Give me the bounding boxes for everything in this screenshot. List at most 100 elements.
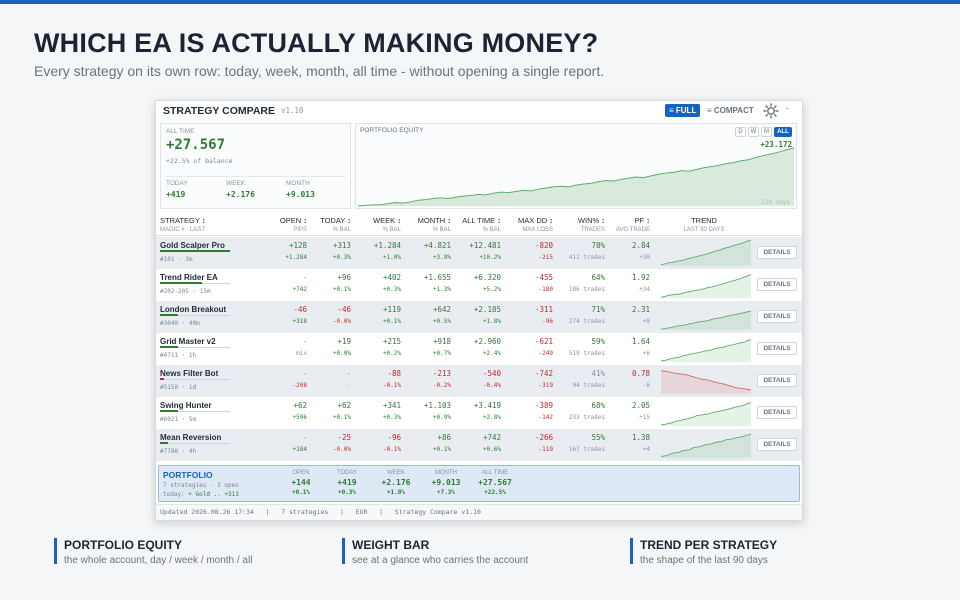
pf-cell: 2.84 +30: [631, 241, 650, 261]
week-cell: +119 +0.1%: [382, 305, 401, 325]
pf-cell: 2.31 +8: [631, 305, 650, 325]
month-cell: +918 +0.7%: [432, 337, 451, 357]
win-cell: 41% 94 trades: [572, 369, 605, 389]
col-open[interactable]: OPEN ↕ PIPS: [279, 216, 307, 233]
maxdd-cell: -389 -142: [534, 401, 553, 421]
equity-curve: [357, 147, 795, 207]
col-strategy[interactable]: STRATEGY ↕ MAGIC # · LAST: [160, 216, 206, 233]
compact-view-button[interactable]: ≡ COMPACT: [707, 106, 754, 115]
summary-month-value: +9.013: [286, 190, 315, 199]
details-button[interactable]: DETAILS: [757, 342, 797, 355]
weight-bar-fill: [160, 378, 164, 380]
panel-version: v1.10: [281, 106, 304, 115]
strategy-magic: #3040 · 40m: [160, 320, 200, 327]
sparkline-area: [661, 370, 751, 394]
equity-tab-all[interactable]: ALL: [774, 127, 792, 137]
weight-bar: [160, 250, 230, 252]
portfolio-month: MONTH +9.013 +7.3%: [431, 470, 461, 496]
weight-bar-fill: [160, 250, 230, 252]
maxdd-cell: -621 -249: [534, 337, 553, 357]
col-trend: TREND LAST 90 DAYS: [683, 216, 725, 233]
details-button[interactable]: DETAILS: [757, 438, 797, 451]
table-row[interactable]: News Filter Bot #5150 · 1d - -208 - - -88 -0.1%…: [156, 365, 802, 397]
table-row[interactable]: Trend Rider EA #202-205 · 15m - +742 +96 +0.1…: [156, 269, 802, 301]
details-button[interactable]: DETAILS: [757, 246, 797, 259]
open-cell: - +742: [292, 273, 307, 293]
portfolio-open: OPEN +144 +0.1%: [291, 470, 311, 496]
today-cell: +96 +0.1%: [332, 273, 351, 293]
sparkline-line: [660, 339, 752, 362]
equity-label: PORTFOLIO EQUITY: [360, 127, 424, 134]
week-cell: -96 -0.1%: [382, 433, 401, 453]
panel-title: STRATEGY COMPARE: [163, 105, 276, 117]
weight-bar: [160, 282, 230, 284]
strategy-name: Grid Master v2: [160, 337, 216, 346]
table-row[interactable]: Gold Scalper Pro #101 · 3m +128 +1.284 +313 +…: [156, 237, 802, 269]
details-button[interactable]: DETAILS: [757, 310, 797, 323]
portfolio-count: 7 strategies · 3 open: [163, 482, 239, 489]
page-subheadline: Every strategy on its own row: today, we…: [34, 63, 605, 79]
col-alltime[interactable]: ALL TIME ↕% BAL: [462, 216, 501, 233]
today-cell: -46 -0.0%: [332, 305, 351, 325]
today-cell: --: [346, 369, 351, 389]
summary-today-value: +419: [166, 190, 186, 199]
summary-week-value: +2.176: [226, 190, 255, 199]
theme-toggle-icon[interactable]: [763, 103, 779, 119]
sparkline-line: [660, 239, 752, 266]
maxdd-cell: -266 -119: [534, 433, 553, 453]
table-row[interactable]: London Breakout #3040 · 40m -46 +318 -46 -0.0…: [156, 301, 802, 333]
equity-tab-m[interactable]: M: [761, 127, 772, 137]
full-view-button[interactable]: ≡ FULL: [665, 104, 701, 117]
strategy-compare-panel: STRATEGY COMPARE v1.10 ≡ FULL ≡ COMPACT …: [155, 100, 803, 520]
col-today[interactable]: TODAY ↕% BAL: [320, 216, 351, 233]
details-button[interactable]: DETAILS: [757, 374, 797, 387]
callout-weight-bar: WEIGHT BAR see at a glance who carries t…: [342, 538, 529, 566]
strategy-magic: #4711 · 1h: [160, 352, 197, 359]
summary-week-label: WEEK: [226, 180, 246, 187]
summary-month: MONTH +9.013: [286, 180, 315, 199]
strategy-name: London Breakout: [160, 305, 227, 314]
win-cell: 55% 167 trades: [568, 433, 605, 453]
trend-sparkline: [660, 402, 752, 426]
col-week[interactable]: WEEK ↕% BAL: [373, 216, 401, 233]
maxdd-cell: -820 -215: [534, 241, 553, 261]
col-maxdd[interactable]: MAX DD ↕ MAX LOSS: [517, 216, 553, 233]
pf-cell: 1.64 +6: [631, 337, 650, 357]
table-row[interactable]: Swing Hunter #6021 · 5m +62 +596 +62 +0.1% +34…: [156, 397, 802, 429]
win-cell: 71% 274 trades: [568, 305, 605, 325]
col-month[interactable]: MONTH ↕% BAL: [417, 216, 451, 233]
alltime-cell: +2.960 +2.4%: [473, 337, 501, 357]
table-row[interactable]: Mean Reversion #7788 · 4h - +184 -25 -0.0% -96…: [156, 429, 802, 461]
win-cell: 64% 186 trades: [568, 273, 605, 293]
pf-cell: 0.78 -6: [631, 369, 650, 389]
portfolio-today-detail: today: + Gold .. +313: [163, 491, 239, 498]
alltime-cell: -540 -0.4%: [482, 369, 501, 389]
all-time-summary: ALL TIME +27.567 +22.5% of balance TODAY…: [160, 123, 351, 209]
equity-current-value: +23.172: [760, 140, 792, 149]
strategy-name: Swing Hunter: [160, 401, 212, 410]
equity-tab-d[interactable]: D: [735, 127, 746, 137]
equity-area: [358, 148, 794, 206]
details-button[interactable]: DETAILS: [757, 406, 797, 419]
portfolio-title: PORTFOLIO: [163, 470, 213, 480]
sparkline-line: [660, 274, 752, 298]
strategy-name: Mean Reversion: [160, 433, 222, 442]
table-row[interactable]: Grid Master v2 #4711 · 1h - mix +19 +0.0% +215…: [156, 333, 802, 365]
col-pf[interactable]: PF ↕ AVG TRADE: [615, 216, 650, 233]
callout-desc: see at a glance who carries the account: [352, 555, 529, 566]
details-button[interactable]: DETAILS: [757, 278, 797, 291]
strategy-name: Trend Rider EA: [160, 273, 218, 282]
minimize-button[interactable]: -: [786, 104, 789, 113]
equity-tab-w[interactable]: W: [748, 127, 759, 137]
alltime-cell: +742 +0.6%: [482, 433, 501, 453]
alltime-cell: +2.185 +1.8%: [473, 305, 501, 325]
open-cell: - mix: [296, 337, 307, 357]
trend-sparkline: [660, 239, 752, 266]
open-cell: - -208: [292, 369, 307, 389]
month-cell: +642 +0.5%: [432, 305, 451, 325]
summary-balance-pct: +22.5% of balance: [166, 157, 233, 165]
col-win[interactable]: WIN% ↕ TRADES: [577, 216, 605, 233]
week-cell: +341 +0.3%: [382, 401, 401, 421]
month-cell: +1.655 +1.3%: [423, 273, 451, 293]
strategy-magic: #101 · 3m: [160, 256, 193, 263]
